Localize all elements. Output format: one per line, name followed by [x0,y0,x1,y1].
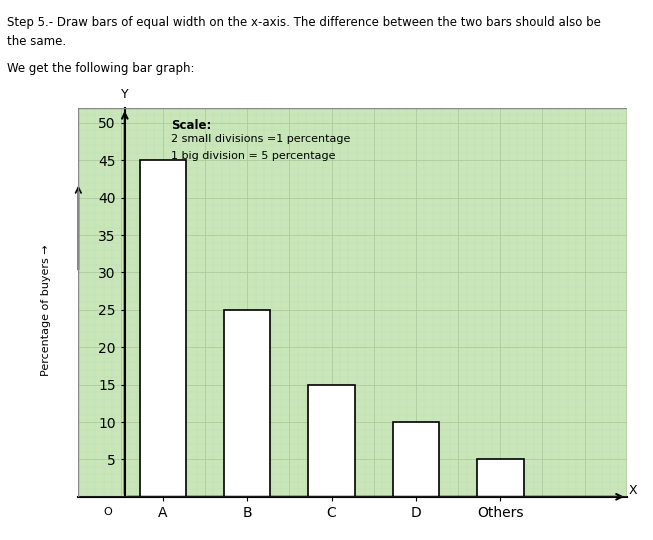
Bar [477,460,524,497]
Bar [140,160,186,497]
Bar [308,384,355,497]
Text: X: X [629,484,637,497]
Text: O: O [104,508,112,517]
Bar [392,422,439,497]
Bar [224,310,270,497]
Text: Step 5.- Draw bars of equal width on the x-axis. The difference between the two : Step 5.- Draw bars of equal width on the… [7,16,600,29]
Text: Y: Y [121,87,129,100]
Text: We get the following bar graph:: We get the following bar graph: [7,62,194,75]
Text: Scale:: Scale: [171,119,212,132]
Text: 2 small divisions =1 percentage: 2 small divisions =1 percentage [171,134,351,144]
Text: the same.: the same. [7,35,66,48]
Text: 1 big division = 5 percentage: 1 big division = 5 percentage [171,151,336,161]
Text: Percentage of buyers →: Percentage of buyers → [41,244,52,376]
